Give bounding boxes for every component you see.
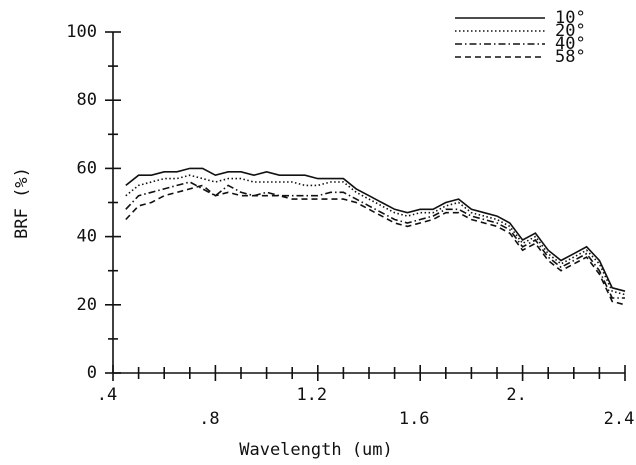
y-axis-label: BRF (%): [12, 167, 32, 239]
legend-label: 10°: [555, 8, 586, 28]
y-tick-label: 100: [66, 22, 97, 42]
legend-label: 58°: [555, 47, 586, 67]
y-tick-label: 40: [77, 227, 97, 247]
x-tick-label: .8: [199, 409, 219, 429]
series-line: [125, 174, 626, 296]
x-tick-label: 1.2: [296, 385, 327, 405]
x-tick-label: 2.4: [604, 409, 635, 429]
y-tick-label: 60: [77, 158, 97, 178]
x-axis-label: Wavelength (um): [239, 440, 393, 460]
series-line: [125, 167, 626, 292]
x-tick-label: .4: [97, 385, 117, 405]
y-tick-label: 20: [77, 295, 97, 315]
x-tick-label: 2.: [506, 385, 526, 405]
y-tick-label: 80: [77, 90, 97, 110]
legend-label: 40°: [555, 34, 586, 54]
x-tick-label: 1.6: [399, 409, 430, 429]
series-line: [125, 184, 626, 306]
series-line: [125, 181, 625, 299]
y-tick-label: 0: [87, 363, 97, 383]
legend-label: 20°: [555, 21, 586, 41]
